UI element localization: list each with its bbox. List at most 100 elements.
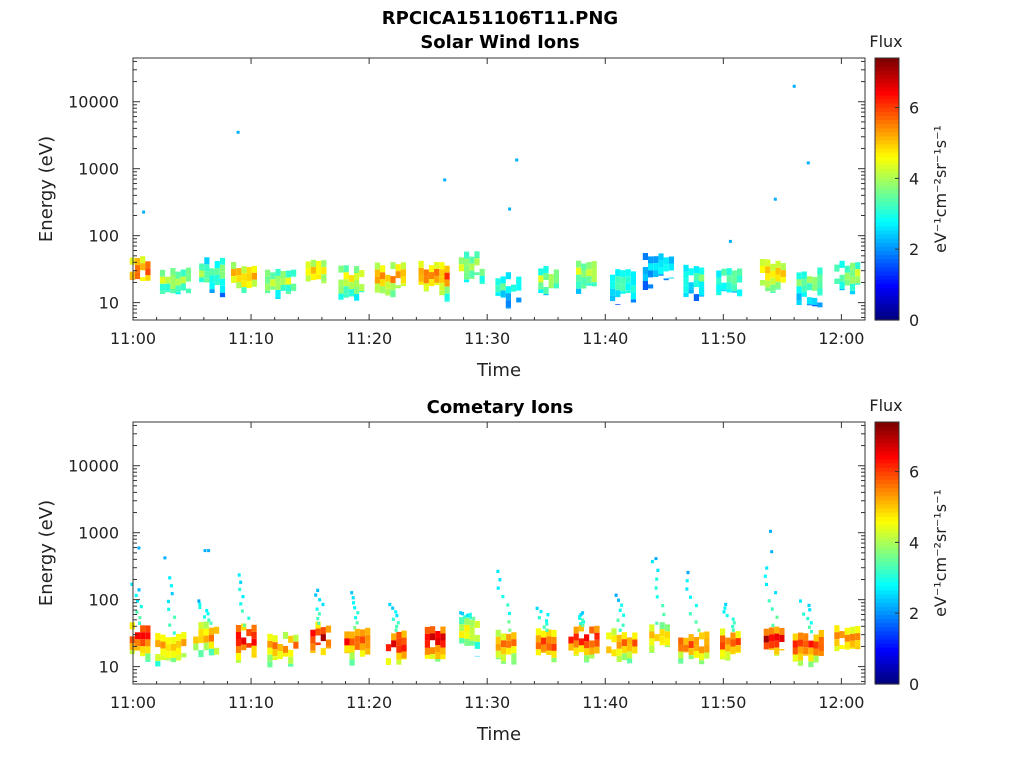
- flux-cell: [543, 294, 549, 296]
- colorbar-swatch: [875, 499, 899, 505]
- flux-cell: [617, 598, 620, 602]
- flux-cell: [136, 599, 140, 603]
- colorbar-swatch: [875, 258, 899, 264]
- flux-cell: [812, 283, 818, 291]
- x-tick-label: 12:00: [818, 693, 864, 712]
- flux-cell: [236, 268, 242, 276]
- flux-cell: [459, 624, 465, 632]
- flux-cell: [720, 656, 726, 660]
- y-tick-label: 100: [88, 227, 119, 246]
- flux-cell: [275, 296, 281, 299]
- flux-cell: [807, 603, 811, 608]
- flux-cell: [796, 300, 802, 305]
- flux-cell: [374, 262, 380, 270]
- flux-cell: [625, 283, 631, 291]
- panel-title: Solar Wind Ions: [420, 32, 579, 53]
- flux-cell: [495, 629, 501, 637]
- flux-cell: [390, 262, 396, 270]
- flux-cell: [726, 282, 732, 290]
- flux-cell: [348, 282, 354, 290]
- flux-cell: [817, 267, 823, 275]
- flux-cell: [320, 634, 326, 642]
- flux-cell: [390, 290, 396, 298]
- colorbar-swatch: [875, 103, 899, 108]
- flux-cell: [649, 652, 655, 653]
- flux-cell: [145, 261, 151, 269]
- flux-cell: [354, 642, 360, 650]
- flux-cell: [699, 288, 705, 296]
- flux-cell: [632, 639, 638, 647]
- flux-cell: [616, 641, 622, 649]
- colorbar-swatch: [875, 270, 899, 276]
- flux-cell: [774, 633, 780, 641]
- flux-cell: [145, 660, 151, 662]
- colorbar-swatch: [875, 602, 899, 607]
- x-tick-label: 11:30: [464, 693, 510, 712]
- colorbar-swatch: [875, 520, 899, 525]
- flux-cell: [731, 277, 737, 285]
- flux-cell: [203, 628, 209, 636]
- flux-cell: [435, 631, 441, 638]
- flux-cell: [699, 267, 705, 275]
- flux-cell: [235, 646, 242, 653]
- flux-cell: [444, 293, 450, 301]
- flux-cell: [214, 282, 220, 286]
- flux-cell: [500, 633, 507, 641]
- flux-burst: [374, 262, 406, 298]
- flux-cell: [731, 291, 737, 293]
- flux-cell: [321, 274, 327, 282]
- flux-cell: [134, 258, 141, 266]
- colorbar-swatch: [875, 184, 899, 190]
- flux-cell: [401, 630, 407, 638]
- flux-cell: [310, 650, 316, 653]
- flux-cell: [440, 633, 446, 641]
- flux-cell: [855, 626, 861, 634]
- flux-cell: [241, 637, 247, 645]
- flux-cell: [159, 276, 166, 284]
- colorbar-swatch: [875, 131, 899, 137]
- colorbar-swatch: [875, 422, 899, 427]
- flux-cell: [320, 648, 326, 656]
- flux-cell: [203, 621, 209, 629]
- flux-cell: [818, 644, 824, 651]
- colorbar-swatch: [875, 86, 899, 92]
- flux-cell: [625, 276, 631, 284]
- colorbar-swatch: [875, 287, 899, 292]
- flux-cell: [391, 606, 395, 610]
- flux-cell: [849, 290, 856, 295]
- flux-burst: [129, 582, 151, 662]
- flux-cell: [668, 256, 674, 264]
- flux-cell: [145, 646, 151, 654]
- flux-cell: [505, 286, 511, 294]
- flux-cell: [546, 613, 550, 617]
- flux-cell: [730, 639, 736, 647]
- flux-cell: [541, 637, 547, 645]
- flux-cell: [474, 258, 480, 266]
- flux-cell: [459, 617, 465, 625]
- panel-title: Cometary Ions: [427, 397, 574, 418]
- flux-cell: [159, 290, 166, 294]
- flux-cell: [424, 633, 430, 641]
- flux-cell: [176, 640, 182, 648]
- flux-cell: [594, 625, 600, 633]
- colorbar-swatch: [875, 250, 899, 256]
- colorbar-swatch: [875, 62, 899, 67]
- flux-cell: [348, 296, 354, 297]
- colorbar-swatch: [875, 585, 899, 591]
- flux-cell: [140, 653, 146, 657]
- flux-cell: [354, 294, 360, 301]
- flux-cell: [817, 281, 823, 289]
- flux-cell: [251, 631, 257, 639]
- colorbar-swatch: [875, 454, 899, 460]
- flux-cell: [616, 655, 622, 662]
- flux-cell: [581, 270, 587, 278]
- flux-cell: [435, 652, 441, 659]
- flux-cell: [466, 613, 470, 617]
- flux-cell: [214, 626, 220, 634]
- flux-cell: [418, 260, 424, 268]
- isolated-point: [163, 556, 167, 560]
- flux-cell: [380, 272, 386, 280]
- flux-cell: [620, 284, 626, 292]
- flux-cell: [209, 289, 215, 293]
- flux-cell: [479, 268, 485, 276]
